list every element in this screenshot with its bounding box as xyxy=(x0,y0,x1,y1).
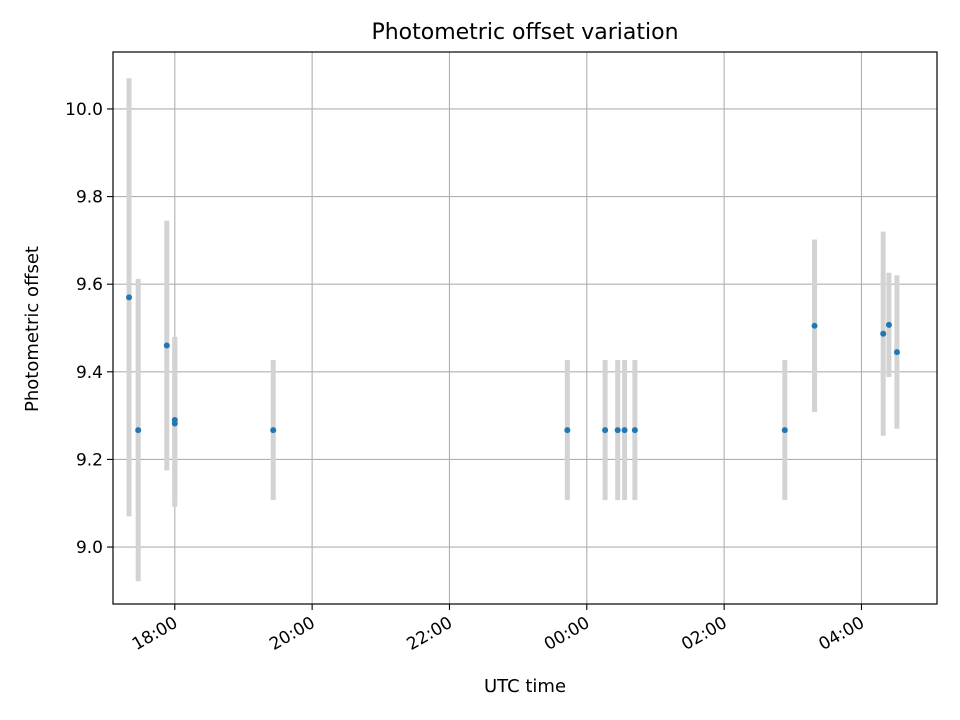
x-tick-label: 20:00 xyxy=(266,613,318,655)
data-point xyxy=(880,330,887,337)
x-tick-label: 02:00 xyxy=(678,613,730,655)
data-point xyxy=(631,427,638,434)
data-point xyxy=(781,427,788,434)
x-axis-ticks: 18:00 20:00 22:00 00:00 02:00 04:00 xyxy=(129,604,868,655)
data-point xyxy=(126,294,133,301)
data-point xyxy=(811,322,818,329)
data-point xyxy=(135,427,142,434)
data-points xyxy=(126,294,900,434)
y-tick-label: 9.6 xyxy=(76,275,103,295)
y-tick-label: 9.8 xyxy=(76,188,103,208)
y-tick-label: 9.4 xyxy=(76,363,103,383)
error-bars xyxy=(126,78,900,582)
data-point xyxy=(163,342,170,349)
y-tick-label: 9.0 xyxy=(76,538,103,558)
x-axis-label: UTC time xyxy=(484,676,566,697)
y-axis-label: Photometric offset xyxy=(22,246,43,412)
data-point xyxy=(602,427,609,434)
y-tick-label: 10.0 xyxy=(65,100,103,120)
data-point xyxy=(564,427,571,434)
plot-frame xyxy=(112,51,938,605)
y-axis-ticks: 9.0 9.2 9.4 9.6 9.8 10.0 xyxy=(65,100,113,558)
data-point xyxy=(885,321,892,328)
data-point xyxy=(171,420,178,427)
data-point xyxy=(893,349,900,356)
x-tick-label: 00:00 xyxy=(541,613,593,655)
data-point xyxy=(621,427,628,434)
y-tick-label: 9.2 xyxy=(76,450,103,470)
data-point xyxy=(614,427,621,434)
x-tick-label: 18:00 xyxy=(129,613,181,655)
grid xyxy=(113,52,937,604)
chart-title: Photometric offset variation xyxy=(371,20,678,45)
x-tick-label: 22:00 xyxy=(404,613,456,655)
x-tick-label: 04:00 xyxy=(816,613,868,655)
data-point xyxy=(270,427,277,434)
